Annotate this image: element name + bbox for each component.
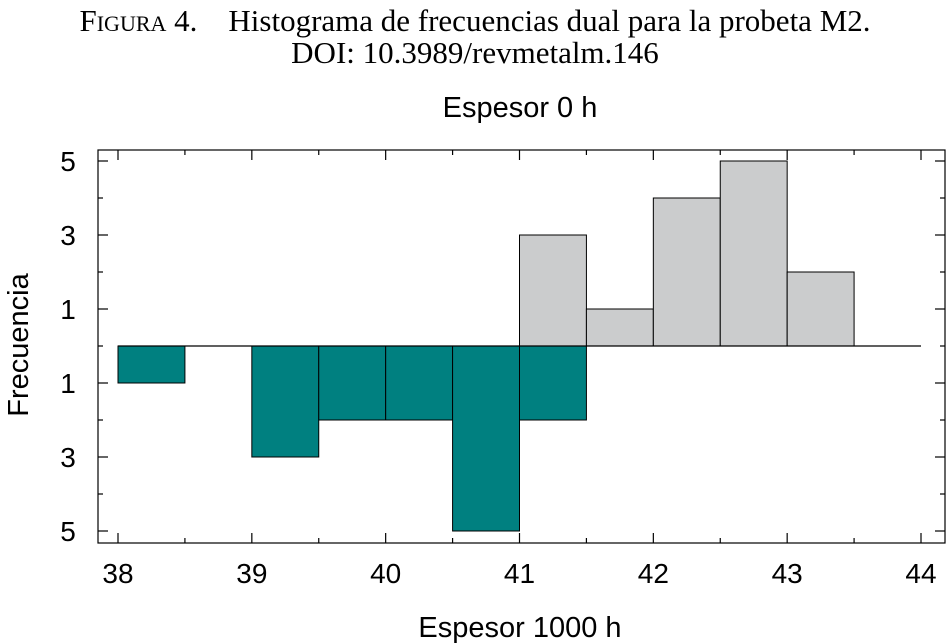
- y-tick-label: 1: [60, 368, 76, 399]
- bar-lower-4: [452, 345, 521, 532]
- x-tick-label: 38: [102, 558, 133, 589]
- y-tick-label: 5: [60, 516, 76, 547]
- bar-lower-1: [251, 345, 320, 458]
- figure-doi: DOI: 10.3989/revmetalm.146: [291, 35, 659, 70]
- bar-upper-1: [585, 308, 654, 347]
- figure-title: Histograma de frecuencias dual para la p…: [228, 3, 871, 38]
- x-tick-label: 42: [638, 558, 669, 589]
- x-axis-label: Espesor 1000 h: [418, 612, 621, 644]
- bar-upper-0: [519, 234, 587, 347]
- figure-caption: Figura 4. Histograma de frecuencias dual…: [0, 4, 950, 38]
- x-tick-label: 40: [370, 558, 401, 589]
- bar-lower-0: [117, 345, 186, 384]
- x-tick-label: 43: [772, 558, 803, 589]
- y-tick-label: 3: [60, 220, 76, 251]
- x-tick-label: 41: [504, 558, 535, 589]
- figure-label: Figura 4.: [79, 3, 198, 38]
- y-tick-label: 3: [60, 442, 76, 473]
- bar-lower-2: [318, 345, 387, 421]
- bar-upper-4: [786, 271, 855, 347]
- bar-upper-3: [719, 160, 788, 347]
- x-tick-label: 44: [905, 558, 936, 589]
- y-axis-label: Frecuencia: [3, 272, 35, 416]
- y-tick-label: 5: [60, 146, 76, 177]
- x-tick-label: 39: [236, 558, 267, 589]
- bar-lower-3: [385, 345, 454, 421]
- ticks-group: 38 39 40 41 42 43 44 5 3 1 1 3 5: [60, 146, 945, 589]
- bars-group: [117, 160, 855, 532]
- bar-upper-2: [652, 197, 721, 347]
- y-tick-label: 1: [60, 294, 76, 325]
- chart-title: Espesor 0 h: [443, 92, 598, 124]
- bar-lower-5: [519, 345, 587, 421]
